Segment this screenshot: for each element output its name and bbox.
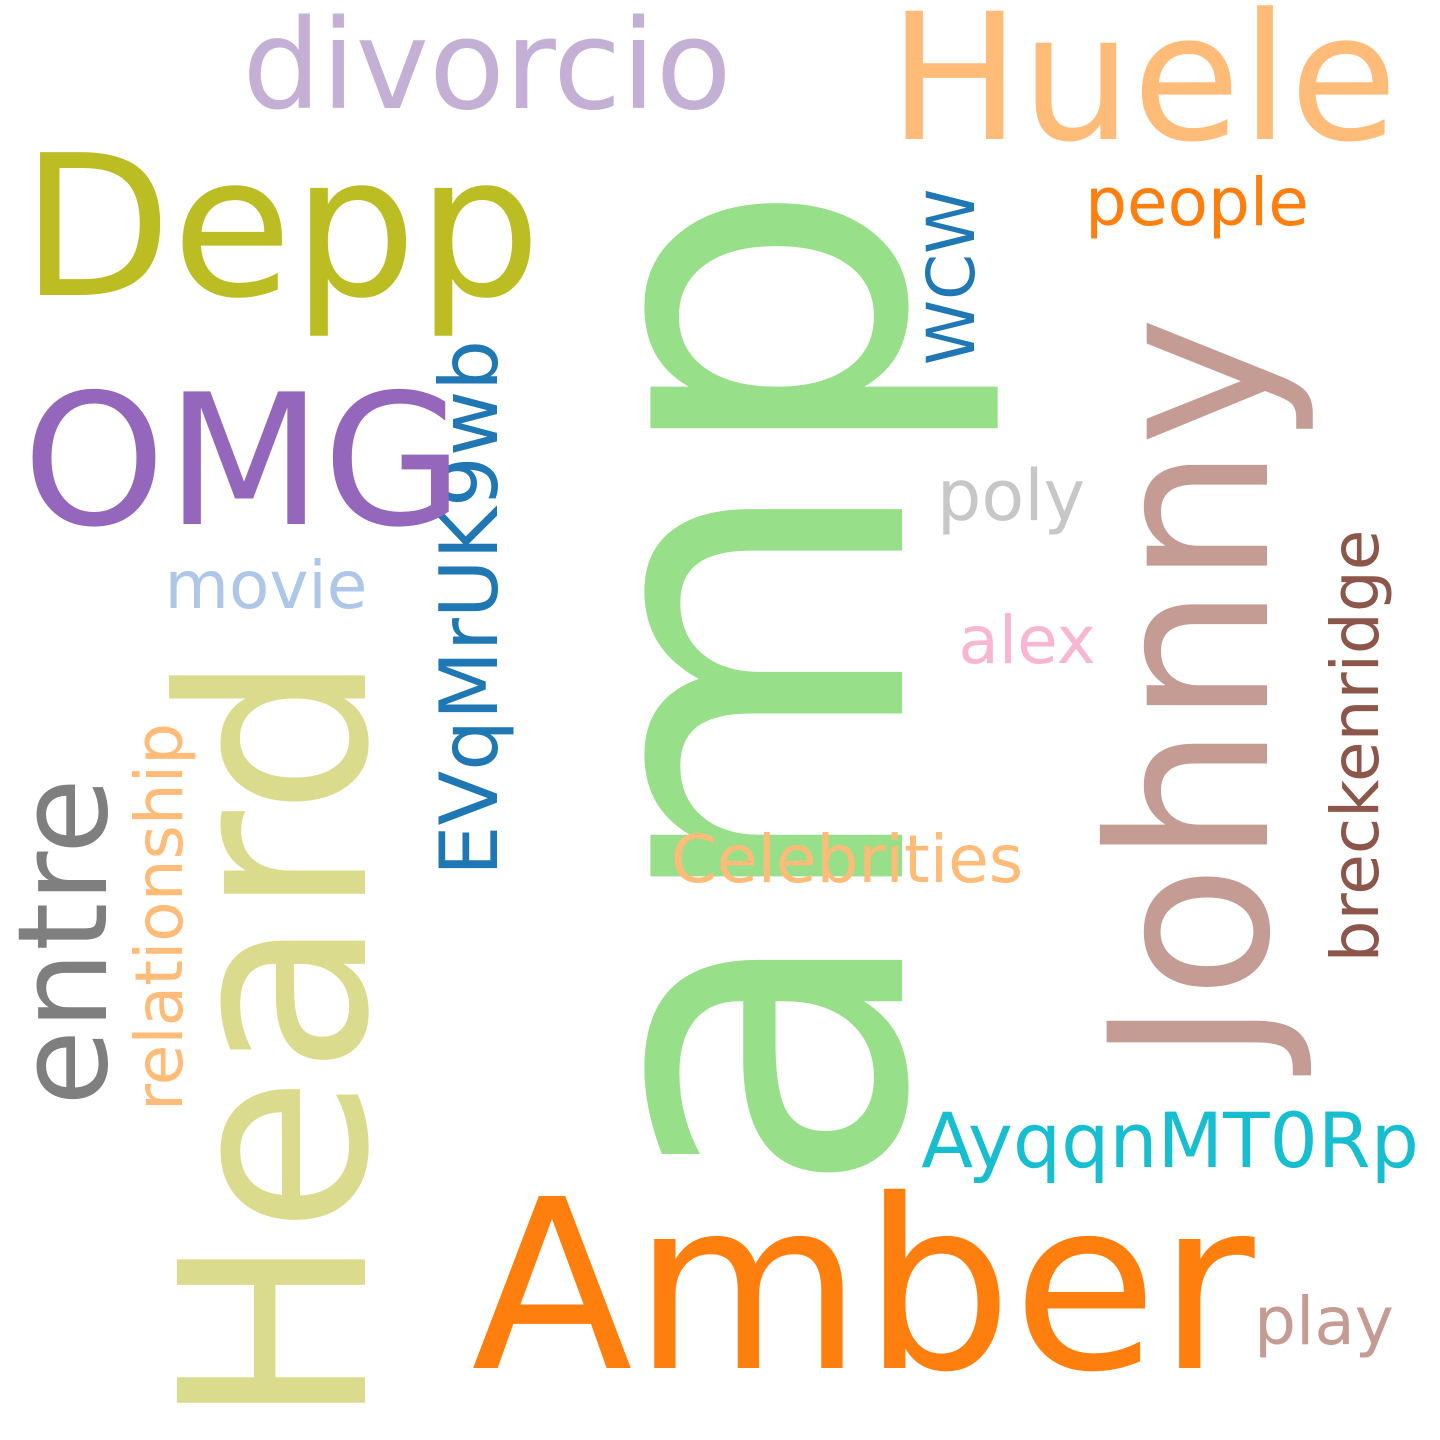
- word-relationship: relationship: [121, 723, 198, 1111]
- word-celebrities: Celebrities: [670, 821, 1024, 898]
- word-poly: poly: [936, 455, 1086, 537]
- word-divorcio: divorcio: [242, 0, 732, 138]
- word-movie: movie: [164, 547, 368, 624]
- word-omg: OMG: [22, 355, 464, 567]
- word-play: play: [1254, 1283, 1394, 1360]
- word-wcw: WCW: [913, 188, 990, 366]
- word-huele: Huele: [888, 0, 1398, 181]
- word-entre: entre: [0, 777, 136, 1107]
- word-johnny: Johnny: [1063, 316, 1319, 1064]
- word-depp: Depp: [20, 114, 542, 342]
- word-people: people: [1085, 164, 1309, 241]
- word-amp: amp: [476, 178, 1011, 1200]
- word-amber: Amber: [471, 1149, 1255, 1424]
- word-alex: alex: [958, 602, 1096, 679]
- word-ayqqnmt0rp: AyqqnMT0Rp: [921, 1096, 1419, 1185]
- word-breckenridge: breckenridge: [1317, 529, 1394, 963]
